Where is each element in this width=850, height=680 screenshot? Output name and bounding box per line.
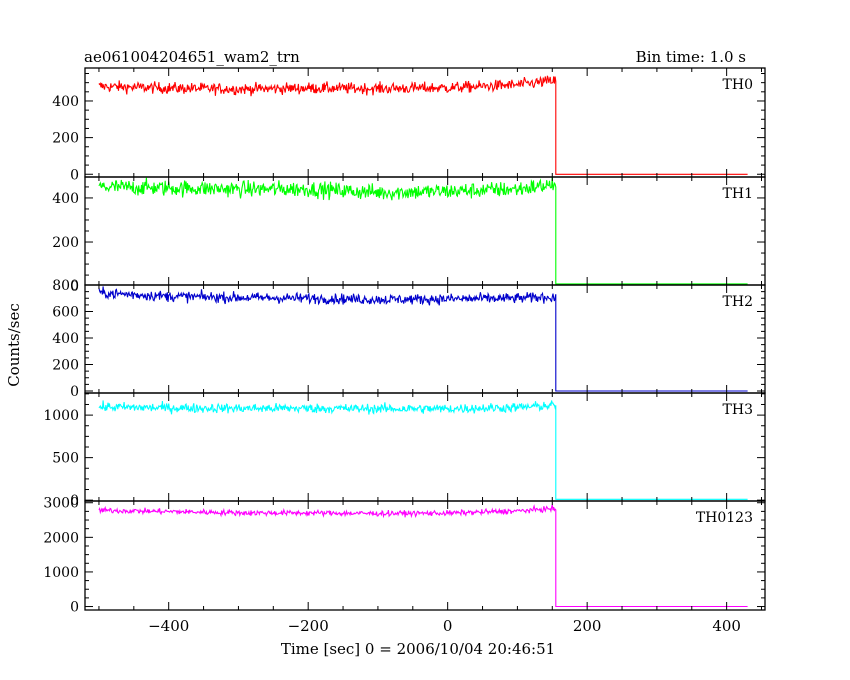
y-tick-label: 0 — [70, 167, 79, 183]
panel-th3: 0 500 1000 TH3 — [43, 392, 766, 509]
series-line-th2 — [98, 286, 748, 392]
y-tick-label: 200 — [52, 235, 79, 251]
y-tick-label: 2000 — [43, 530, 79, 546]
y-tick-label: 1000 — [43, 408, 79, 424]
y-tick-label: 0 — [70, 600, 79, 616]
y-tick-label: 400 — [52, 94, 79, 110]
panel-th0123: 0 1000 2000 3000 TH0123 — [43, 496, 766, 616]
y-tick-label: 400 — [52, 191, 79, 207]
x-tick-label: 0 — [443, 617, 453, 635]
y-tick-label: 3000 — [43, 496, 79, 512]
bin-time-label: Bin time: 1.0 s — [636, 48, 746, 66]
panel-label-th2: TH2 — [723, 294, 753, 310]
panel-th2: 0 200 400 600 800 TH2 — [52, 278, 766, 400]
x-axis-label: Time [sec] 0 = 2006/10/04 20:46:51 — [281, 640, 555, 658]
panel-label-th0: TH0 — [723, 77, 753, 93]
x-tick-labels: −400 −200 0 200 400 — [148, 617, 741, 635]
panel-th0: 0 200 400 TH0 — [52, 67, 766, 183]
x-tick-label: −200 — [288, 617, 329, 635]
panel-label-th1: TH1 — [723, 186, 753, 202]
y-tick-label: 1000 — [43, 565, 79, 581]
x-tick-label: −400 — [148, 617, 189, 635]
series-line-th3 — [98, 400, 748, 500]
y-tick-label: 200 — [52, 131, 79, 147]
panel-label-th0123: TH0123 — [696, 510, 753, 526]
y-tick-label: 200 — [52, 358, 79, 374]
series-line-th0 — [98, 75, 748, 175]
y-tick-label: 600 — [52, 305, 79, 321]
panel-frame — [84, 500, 766, 611]
panels: 0 200 400 TH0 0 200 400 TH1 0 200 400 600 800 TH2 0 500… — [43, 67, 766, 616]
panel-label-th3: TH3 — [723, 402, 753, 418]
x-tick-label: 400 — [712, 617, 741, 635]
series-line-th1 — [98, 177, 748, 285]
y-tick-label: 0 — [70, 493, 79, 509]
panel-th1: 0 200 400 TH1 — [52, 176, 766, 295]
plot-title: ae061004204651_wam2_trn — [84, 48, 300, 66]
y-axis-label: Counts/sec — [5, 303, 23, 387]
x-tick-label: 200 — [573, 617, 602, 635]
y-tick-label: 800 — [52, 278, 79, 294]
y-tick-label: 500 — [52, 451, 79, 467]
series-line-th0123 — [98, 504, 748, 608]
y-tick-label: 400 — [52, 331, 79, 347]
y-tick-label: 0 — [70, 384, 79, 400]
y-tick-label: 0 — [70, 279, 79, 295]
